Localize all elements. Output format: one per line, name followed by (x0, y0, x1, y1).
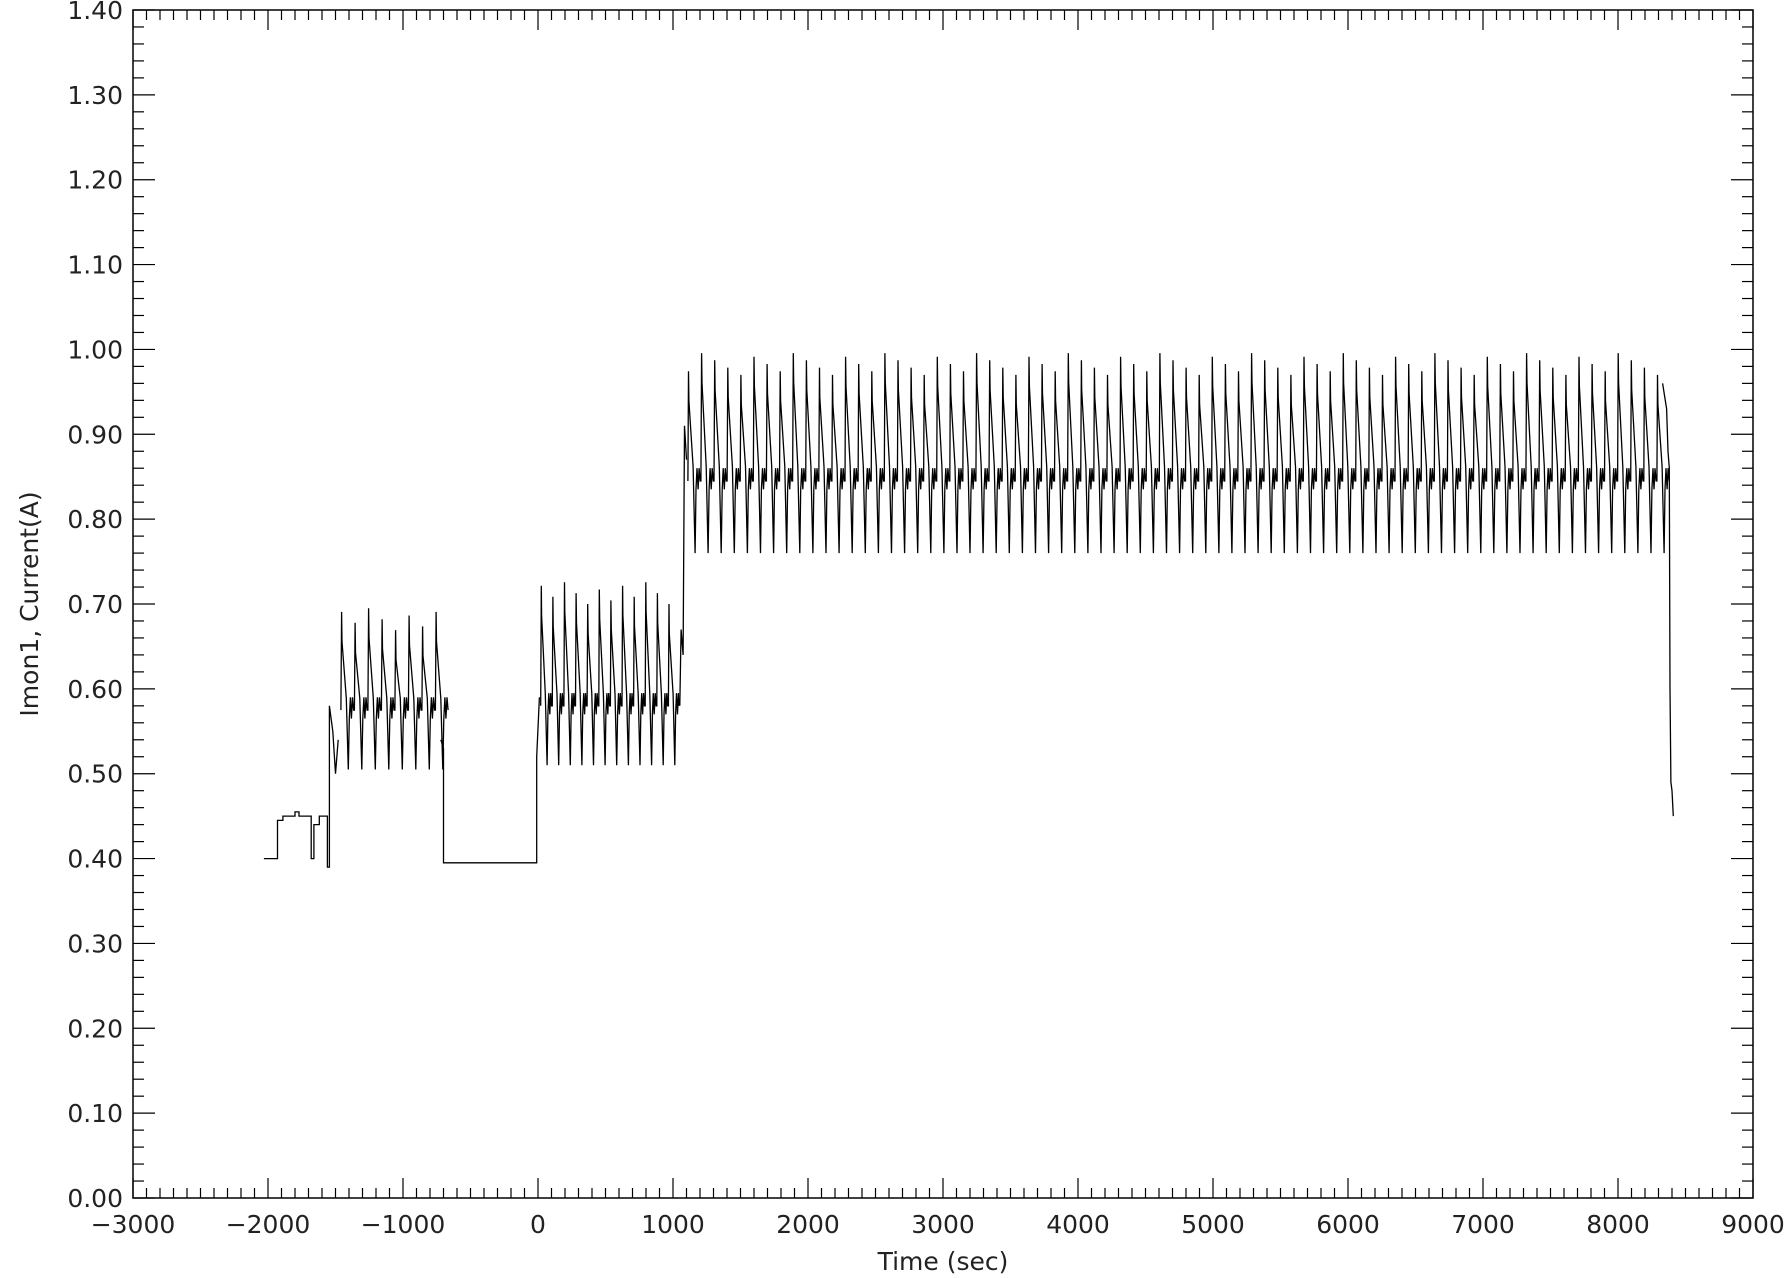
x-tick-label: 7000 (1451, 1210, 1515, 1239)
y-tick-label: 0.30 (67, 929, 123, 958)
x-axis-title: Time (sec) (877, 1247, 1009, 1276)
x-axis-ticks (132, 10, 1754, 1198)
y-tick-label: 0.60 (67, 675, 123, 704)
y-tick-label: 0.70 (67, 590, 123, 619)
x-tick-label: 6000 (1316, 1210, 1380, 1239)
series-line-segment (687, 353, 1670, 554)
x-tick-label: −2000 (226, 1210, 311, 1239)
series-line-segment (1661, 383, 1674, 817)
series-line-segment (679, 425, 688, 706)
x-tick-label: 4000 (1046, 1210, 1110, 1239)
y-tick-label: 0.20 (67, 1014, 123, 1043)
x-tick-label: 9000 (1721, 1210, 1785, 1239)
y-tick-label: 0.90 (67, 420, 123, 449)
plot-series (263, 353, 1674, 868)
y-tick-label: 1.30 (67, 81, 123, 110)
y-tick-label: 0.00 (67, 1184, 123, 1213)
series-line-segment (340, 608, 449, 770)
x-tick-label: 0 (530, 1210, 546, 1239)
series-line-segment (540, 582, 680, 766)
x-tick-label: −1000 (361, 1210, 446, 1239)
y-tick-label: 0.50 (67, 760, 123, 789)
x-tick-label: 5000 (1181, 1210, 1245, 1239)
x-tick-label: 1000 (641, 1210, 705, 1239)
y-axis-title: Imon1, Current(A) (15, 491, 44, 716)
y-tick-label: 1.00 (67, 335, 123, 364)
y-tick-label: 1.10 (67, 251, 123, 280)
y-tick-label: 0.80 (67, 505, 123, 534)
x-tick-label: 3000 (911, 1210, 975, 1239)
y-tick-label: 1.20 (67, 166, 123, 195)
x-tick-label: −3000 (91, 1210, 176, 1239)
y-tick-label: 0.10 (67, 1099, 123, 1128)
x-tick-label: 8000 (1586, 1210, 1650, 1239)
x-axis-tick-labels: −3000 −2000 −1000 0 1000 2000 3000 4000 5000 6000… (91, 1210, 1785, 1239)
series-line-segment (263, 705, 339, 868)
x-tick-label: 2000 (776, 1210, 840, 1239)
series-line-segment (440, 697, 541, 864)
y-tick-label: 0.40 (67, 845, 123, 874)
y-axis-tick-labels: 0.00 0.10 0.20 0.30 0.40 0.50 0.60 0.70 0.80 0.90… (67, 0, 123, 1213)
y-tick-label: 1.40 (67, 0, 123, 25)
y-axis-ticks (133, 9, 1753, 1199)
